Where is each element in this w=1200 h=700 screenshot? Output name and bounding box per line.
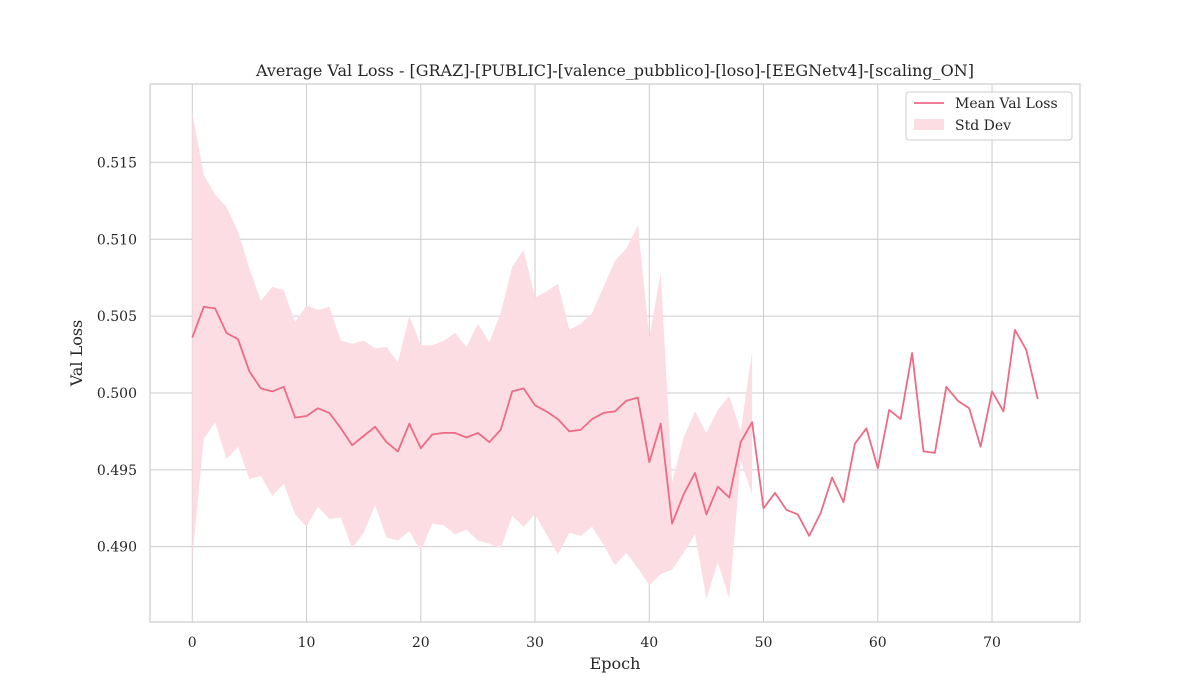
x-tick-label: 50 xyxy=(755,635,773,651)
x-tick-label: 30 xyxy=(526,635,544,651)
y-tick-label: 0.515 xyxy=(97,155,137,171)
y-axis-label: Val Loss xyxy=(67,320,86,388)
y-tick-label: 0.490 xyxy=(97,540,137,556)
mean-val-loss-line xyxy=(191,306,1039,537)
legend: Mean Val Loss Std Dev xyxy=(905,91,1073,141)
y-tick-label: 0.495 xyxy=(97,463,137,479)
x-tick-label: 20 xyxy=(412,635,430,651)
y-tick-labels: 0.490 0.495 0.500 0.505 0.510 0.515 xyxy=(97,155,137,555)
y-tick-label: 0.510 xyxy=(97,232,137,248)
x-tick-label: 10 xyxy=(298,635,316,651)
x-tick-labels: 0 10 20 30 40 50 60 70 xyxy=(188,635,1001,651)
x-tick-label: 60 xyxy=(869,635,887,651)
plot-frame xyxy=(149,83,1081,623)
std-dev-band xyxy=(192,113,753,599)
chart-title: Average Val Loss - [GRAZ]-[PUBLIC]-[vale… xyxy=(255,61,974,80)
y-tick-label: 0.500 xyxy=(97,386,137,402)
y-tick-label: 0.505 xyxy=(97,309,137,325)
x-axis-label: Epoch xyxy=(590,654,641,673)
legend-band-swatch xyxy=(914,119,944,130)
legend-mean-label: Mean Val Loss xyxy=(955,96,1058,112)
x-tick-label: 40 xyxy=(640,635,658,651)
x-tick-label: 0 xyxy=(188,635,197,651)
legend-box xyxy=(905,91,1073,141)
legend-std-label: Std Dev xyxy=(955,118,1011,134)
x-tick-label: 70 xyxy=(983,635,1001,651)
